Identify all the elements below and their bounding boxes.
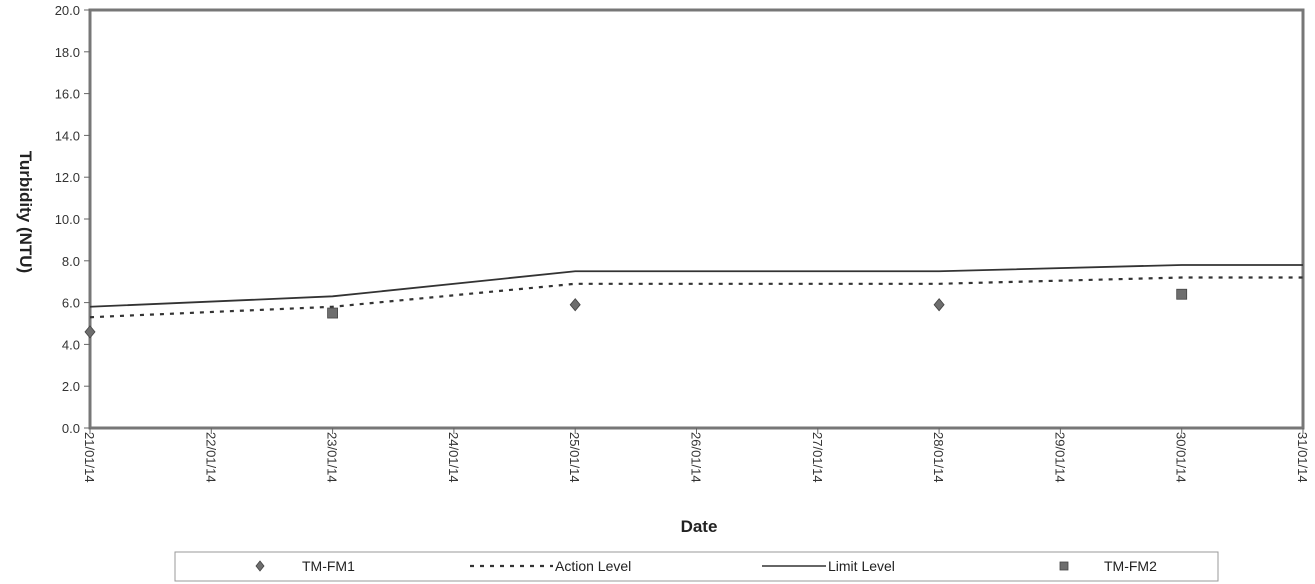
- series-tm-fm1-point: [569, 298, 581, 312]
- series-action-level-line: [89, 276, 1303, 319]
- series-tm-fm2-point: [1176, 288, 1188, 300]
- series-limit-level-line: [89, 264, 1303, 308]
- y-tick-label: 0.0: [62, 421, 80, 436]
- series-tm-fm2-point: [327, 307, 339, 319]
- y-tick-label: 12.0: [55, 170, 80, 185]
- legend-square-icon: [1059, 561, 1069, 571]
- series-tm-fm1-point: [933, 298, 945, 312]
- x-tick-label: 27/01/14: [810, 432, 825, 483]
- y-axis-ticks: 0.0 2.0 4.0 6.0 8.0 10.0 12.0 14.0 16.0 18.0 20.0: [55, 3, 90, 436]
- series-tm-fm1-point: [84, 325, 96, 339]
- x-tick-label: 26/01/14: [689, 432, 704, 483]
- legend-label: Limit Level: [828, 558, 895, 574]
- y-tick-label: 14.0: [55, 128, 80, 143]
- x-tick-label: 24/01/14: [446, 432, 461, 483]
- plot-layer: [84, 8, 1305, 430]
- legend-box: [174, 551, 1219, 582]
- legend-label: TM-FM1: [302, 558, 355, 574]
- y-tick-label: 18.0: [55, 45, 80, 60]
- legend-label: Action Level: [555, 558, 631, 574]
- x-tick-label: 25/01/14: [567, 432, 582, 483]
- x-axis-ticks: 21/01/14 22/01/14 23/01/14 24/01/14 25/01/14…: [82, 428, 1310, 483]
- y-tick-label: 20.0: [55, 3, 80, 18]
- x-tick-label: 21/01/14: [82, 432, 97, 483]
- x-axis-title: Date: [681, 517, 718, 536]
- y-tick-label: 10.0: [55, 212, 80, 227]
- y-tick-label: 6.0: [62, 296, 80, 311]
- legend-label: TM-FM2: [1104, 558, 1157, 574]
- legend: TM-FM1 Action Level Limit Level TM-FM2: [174, 551, 1219, 582]
- x-tick-label: 23/01/14: [325, 432, 340, 483]
- x-tick-label: 30/01/14: [1174, 432, 1189, 483]
- x-tick-label: 29/01/14: [1052, 432, 1067, 483]
- y-tick-label: 2.0: [62, 379, 80, 394]
- y-axis-title: Turbidity (NTU): [16, 151, 35, 273]
- y-tick-label: 8.0: [62, 254, 80, 269]
- y-tick-label: 16.0: [55, 87, 80, 102]
- x-tick-label: 28/01/14: [931, 432, 946, 483]
- legend-diamond-icon: [255, 560, 265, 572]
- y-tick-label: 4.0: [62, 337, 80, 352]
- x-tick-label: 22/01/14: [203, 432, 218, 483]
- plot-frame: [88, 8, 1305, 430]
- x-tick-label: 31/01/14: [1295, 432, 1310, 483]
